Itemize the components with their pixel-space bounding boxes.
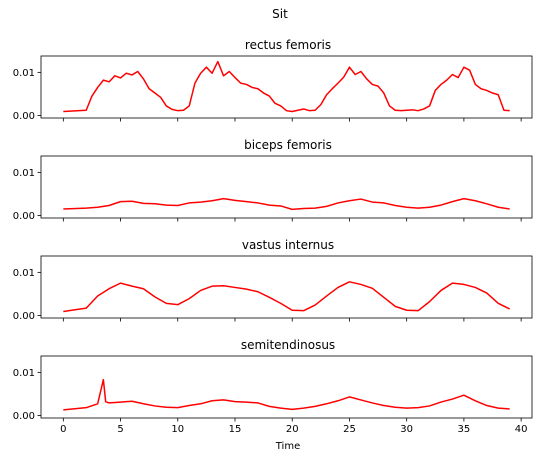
emg-series-line — [63, 378, 510, 411]
emg-series-line — [63, 281, 511, 313]
y-tick-label: 0.00 — [13, 311, 35, 322]
x-tick-label: 40 — [515, 424, 528, 435]
subplot-title: semitendinosus — [241, 338, 335, 352]
subplot-rectus-femoris: rectus femoris 0.00 0.01 — [13, 38, 533, 122]
x-tick-label: 0 — [60, 424, 66, 435]
x-tick-label: 5 — [117, 424, 123, 435]
x-tick-label: 15 — [229, 424, 242, 435]
axes-frame — [40, 155, 533, 219]
figure-title: Sit — [272, 7, 288, 21]
y-tick-label: 0.01 — [13, 268, 35, 279]
y-tick-label: 0.01 — [13, 68, 35, 79]
subplot-title: vastus internus — [242, 238, 334, 252]
y-tick-label: 0.00 — [13, 211, 35, 222]
x-tick-label: 25 — [343, 424, 356, 435]
x-tick-label: 10 — [171, 424, 184, 435]
axes-frame — [40, 255, 533, 319]
axes-frame — [40, 55, 533, 119]
y-tick-label: 0.00 — [13, 111, 35, 122]
axes-frame — [40, 355, 533, 419]
y-tick-label: 0.01 — [13, 368, 35, 379]
subplot-vastus-internus: vastus internus 0.00 0.01 — [13, 238, 533, 322]
subplot-biceps-femoris: biceps femoris 0.00 0.01 — [13, 138, 533, 222]
x-tick-label: 35 — [458, 424, 471, 435]
x-tick-label: 20 — [286, 424, 299, 435]
x-tick-label: 30 — [400, 424, 413, 435]
y-tick-label: 0.00 — [13, 411, 35, 422]
x-axis-label: Time — [275, 441, 300, 452]
subplot-title: rectus femoris — [245, 38, 331, 52]
emg-series-line — [63, 197, 510, 211]
emg-series-line — [63, 60, 510, 113]
subplot-semitendinosus: semitendinosus 0.00 0.01 0 5 10 15 20 25 30 35 40 — [13, 338, 533, 435]
y-tick-label: 0.01 — [13, 168, 35, 179]
subplot-title: biceps femoris — [244, 138, 332, 152]
